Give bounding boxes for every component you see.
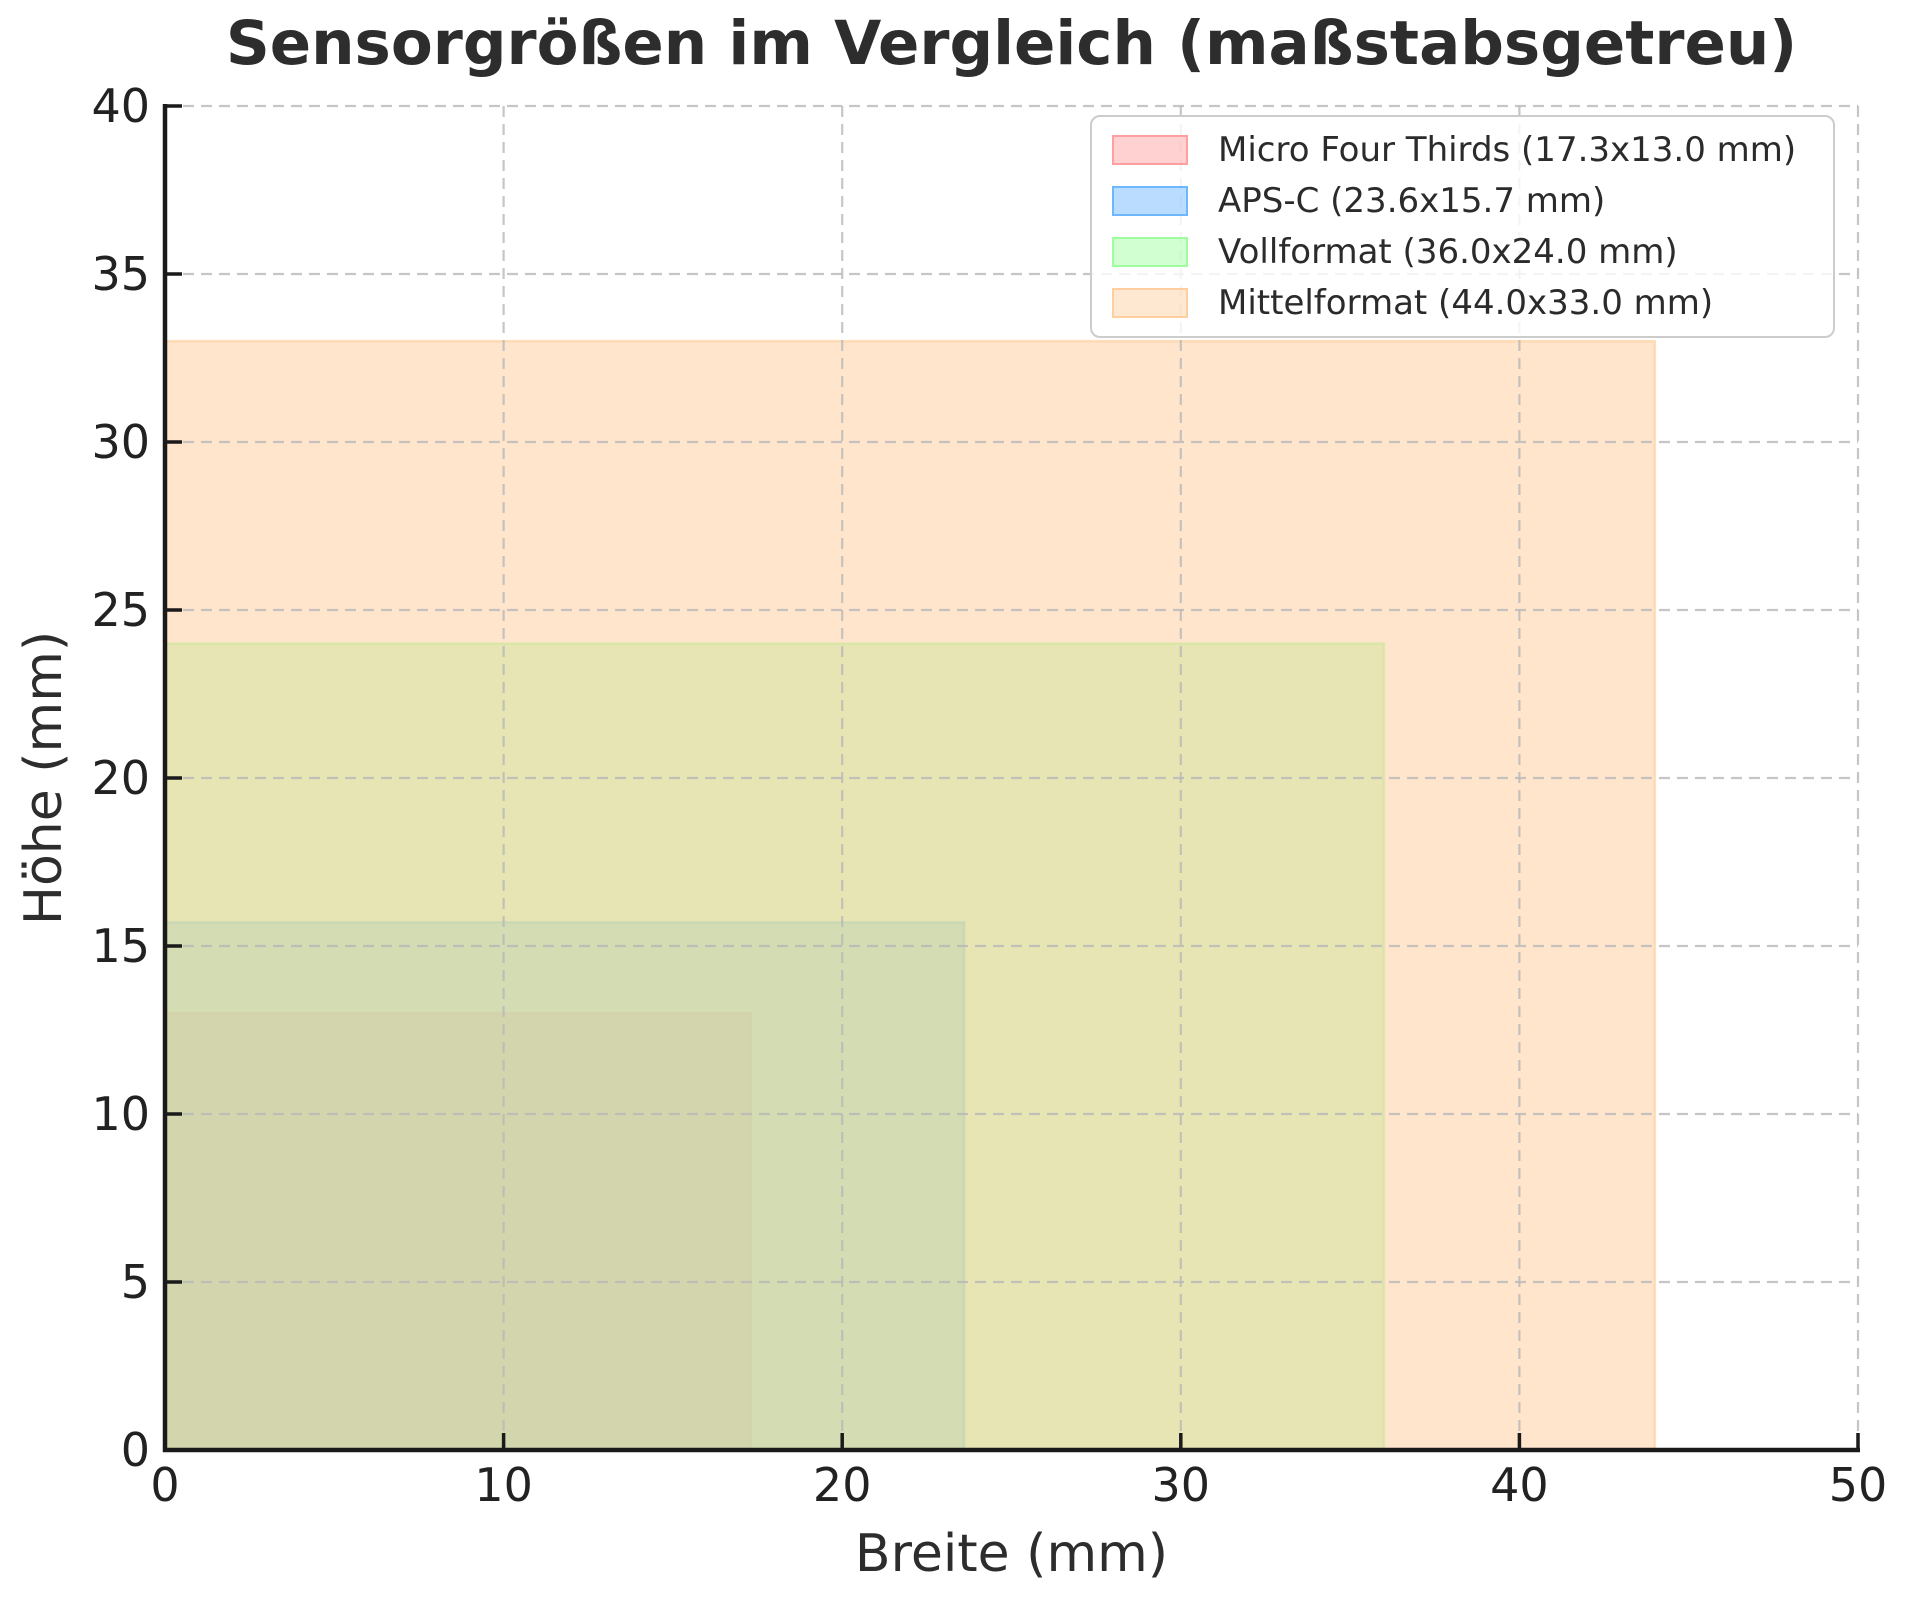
legend-label-aps-c: APS-C (23.6x15.7 mm): [1218, 181, 1606, 222]
x-axis-label: Breite (mm): [854, 1524, 1169, 1584]
y-tick-label-20: 20: [91, 751, 150, 805]
legend-item-aps-c: APS-C (23.6x15.7 mm): [1112, 178, 1813, 224]
y-tick-label-30: 30: [91, 415, 150, 469]
legend-item-micro-four-thirds: Micro Four Thirds (17.3x13.0 mm): [1112, 127, 1813, 173]
sensor-rect-mittelformat: [163, 339, 1657, 1452]
legend-swatch-micro-four-thirds: [1112, 135, 1188, 166]
y-tick-label-0: 0: [121, 1423, 150, 1477]
chart-title: Sensorgrößen im Vergleich (maßstabsgetre…: [225, 8, 1798, 79]
legend-swatch-mittelformat: [1112, 287, 1188, 318]
x-tick-label-30: 30: [1152, 1458, 1211, 1512]
x-tick-label-50: 50: [1829, 1458, 1888, 1512]
y-tick-label-5: 5: [121, 1255, 150, 1309]
legend-label-vollformat: Vollformat (36.0x24.0 mm): [1218, 231, 1678, 272]
legend-swatch-aps-c: [1112, 186, 1188, 217]
y-tick-label-15: 15: [91, 919, 150, 973]
legend-item-mittelformat: Mittelformat (44.0x33.0 mm): [1112, 280, 1813, 326]
legend-item-vollformat: Vollformat (36.0x24.0 mm): [1112, 229, 1813, 275]
legend-label-micro-four-thirds: Micro Four Thirds (17.3x13.0 mm): [1218, 130, 1797, 171]
y-tick-label-40: 40: [91, 79, 150, 133]
legend-swatch-vollformat: [1112, 236, 1188, 267]
x-tick-label-0: 0: [150, 1458, 179, 1512]
y-tick-label-35: 35: [91, 247, 150, 301]
y-tick-label-25: 25: [91, 583, 150, 637]
y-axis-label: Höhe (mm): [14, 630, 74, 926]
legend-label-mittelformat: Mittelformat (44.0x33.0 mm): [1218, 282, 1714, 323]
x-tick-label-40: 40: [1490, 1458, 1549, 1512]
legend: Micro Four Thirds (17.3x13.0 mm) APS-C (2…: [1090, 115, 1835, 338]
x-tick-label-10: 10: [474, 1458, 533, 1512]
x-tick-label-20: 20: [813, 1458, 872, 1512]
y-tick-label-10: 10: [91, 1087, 150, 1141]
